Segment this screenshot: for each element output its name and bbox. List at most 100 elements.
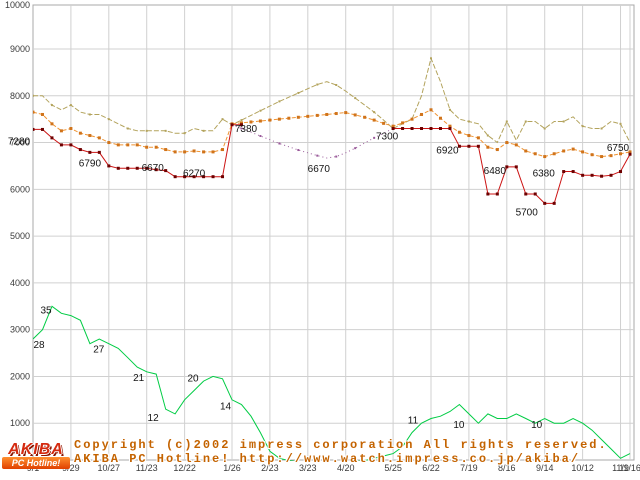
- highest-price-marker: [486, 134, 489, 137]
- highest-price-marker: [335, 84, 338, 87]
- average-price-line: [33, 109, 631, 158]
- data-label: 7380: [235, 124, 258, 135]
- lowest-price-interpolated-marker: [316, 154, 319, 157]
- lowest-price-marker: [211, 175, 215, 179]
- average-price-marker: [628, 150, 632, 154]
- average-price-marker: [448, 124, 452, 128]
- average-price-marker: [619, 152, 623, 156]
- y-axis-label: 2000: [10, 371, 30, 381]
- data-label: 6380: [533, 169, 556, 180]
- average-price-marker: [287, 116, 291, 120]
- lowest-price-marker: [33, 127, 35, 131]
- data-label: 21: [133, 373, 145, 384]
- average-price-marker: [192, 149, 196, 153]
- average-price-marker: [467, 134, 471, 138]
- x-axis-label: 5/25: [384, 463, 402, 473]
- highest-price-marker: [221, 118, 224, 121]
- average-price-marker: [239, 121, 243, 125]
- average-price-marker: [202, 150, 206, 154]
- average-price-marker: [154, 145, 158, 149]
- highest-price-marker: [467, 120, 470, 123]
- highest-price-marker: [33, 94, 34, 97]
- x-axis-label: 10/27: [98, 463, 121, 473]
- data-label: 27: [93, 345, 105, 356]
- average-price-marker: [363, 115, 367, 119]
- average-price-marker: [401, 121, 405, 125]
- data-label: 12: [148, 413, 160, 424]
- lowest-price-marker: [401, 127, 405, 131]
- lowest-price-marker: [239, 123, 243, 127]
- plot-frame: [32, 4, 635, 461]
- average-price-marker: [391, 124, 395, 128]
- x-axis-label: 1/26: [223, 463, 241, 473]
- average-price-marker: [69, 127, 73, 131]
- data-label: 6670: [308, 164, 331, 175]
- average-price-marker: [97, 136, 101, 140]
- lowest-price-marker: [145, 166, 149, 170]
- data-label: 35: [40, 305, 52, 316]
- average-price-marker: [126, 143, 130, 147]
- data-label: 11: [408, 416, 419, 427]
- data-label: 6750: [607, 143, 630, 154]
- average-price-marker: [306, 114, 310, 118]
- lowest-price-marker: [619, 170, 623, 174]
- y-axis-label: 10000: [5, 0, 30, 10]
- average-price-marker: [562, 149, 566, 153]
- y-axis-label: 3000: [10, 325, 30, 335]
- average-price-marker: [590, 153, 594, 157]
- lowest-price-marker: [40, 127, 44, 131]
- average-price-marker: [533, 152, 537, 156]
- data-label: 10: [453, 420, 465, 431]
- data-label: 28: [33, 340, 45, 351]
- lowest-price-marker: [429, 127, 433, 131]
- average-price-marker: [609, 154, 613, 158]
- average-price-marker: [40, 112, 44, 116]
- x-axis-label: 3/23: [299, 463, 317, 473]
- average-price-marker: [410, 117, 414, 121]
- lowest-price-interpolated-marker: [259, 134, 262, 137]
- highest-price-marker: [88, 113, 91, 116]
- akiba-pc-hotline-logo: AKIBA PC Hotline!: [2, 442, 70, 469]
- lowest-price-marker: [88, 150, 92, 154]
- highest-price-marker: [581, 125, 584, 128]
- x-axis-label: 6/22: [422, 463, 440, 473]
- data-label: 6670: [142, 163, 165, 174]
- highest-price-marker: [278, 100, 281, 103]
- data-label: 6920: [436, 145, 459, 156]
- y-axis-label: 1000: [10, 418, 30, 428]
- average-price-marker: [221, 148, 225, 152]
- average-price-marker: [457, 130, 461, 134]
- average-price-marker: [88, 134, 92, 138]
- lowest-price-marker: [562, 170, 566, 174]
- lowest-price-marker: [78, 148, 82, 152]
- lowest-price-marker: [571, 170, 575, 174]
- lowest-price-marker: [552, 201, 556, 205]
- highest-price-marker: [107, 118, 110, 121]
- average-price-marker: [334, 112, 338, 116]
- y-axis-label: 9000: [10, 44, 30, 54]
- average-price-marker: [268, 118, 272, 122]
- highest-price-marker: [50, 104, 53, 107]
- average-price-marker: [476, 136, 480, 140]
- lowest-price-marker: [50, 136, 54, 140]
- average-price-marker: [173, 150, 177, 154]
- x-axis-label: 9/14: [536, 463, 554, 473]
- lowest-price-marker: [457, 144, 461, 148]
- highest-price-marker: [316, 83, 319, 86]
- x-axis-label: 11/16: [619, 463, 640, 473]
- x-axis-label: 12/22: [173, 463, 196, 473]
- lowest-price-marker: [230, 123, 234, 127]
- highest-price-marker: [543, 127, 546, 130]
- lowest-price-marker: [581, 173, 585, 177]
- average-price-marker: [514, 143, 518, 147]
- lowest-price-marker: [202, 175, 206, 179]
- average-price-marker: [353, 113, 357, 117]
- average-price-marker: [164, 148, 168, 152]
- lowest-price-marker: [107, 164, 111, 168]
- average-price-marker: [33, 110, 35, 114]
- average-price-marker: [372, 118, 376, 122]
- lowest-price-marker: [221, 175, 225, 179]
- lowest-price-marker: [438, 127, 442, 131]
- highest-price-marker: [505, 120, 508, 123]
